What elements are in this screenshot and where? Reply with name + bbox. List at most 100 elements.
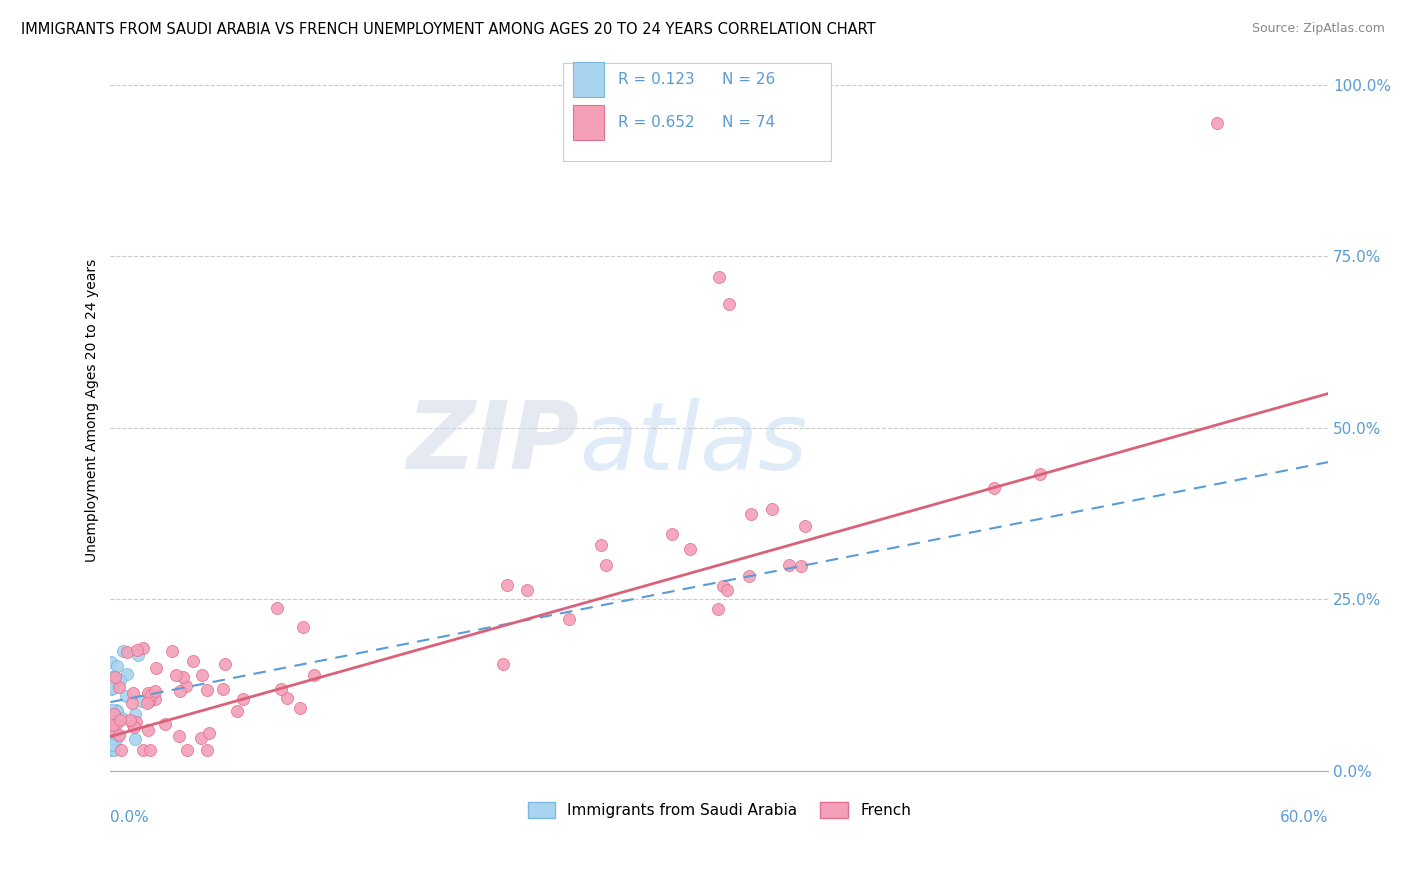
Point [145,661,167,675]
Point [100,703,122,717]
Point [100,656,122,670]
Point [983,481,1005,495]
Point [226,704,249,718]
Text: N = 74: N = 74 [721,115,775,130]
Point [115,666,138,681]
Point [197,682,219,697]
Point [492,657,515,671]
Point [120,713,142,727]
Point [104,670,127,684]
Point [104,734,127,748]
Point [716,583,738,598]
Text: R = 0.652: R = 0.652 [619,115,695,130]
Point [174,679,197,693]
Point [709,270,731,285]
Point [107,704,129,718]
Point [115,645,138,659]
Text: Source: ZipAtlas.com: Source: ZipAtlas.com [1251,22,1385,36]
FancyBboxPatch shape [574,62,603,96]
Point [191,667,214,681]
Point [558,612,581,626]
Text: atlas: atlas [579,398,807,489]
Point [138,743,160,757]
Point [761,501,783,516]
Point [103,743,125,757]
Point [181,654,204,668]
Point [135,696,157,710]
Point [740,507,762,521]
Text: 0.0%: 0.0% [111,810,149,825]
Point [105,717,128,731]
Point [122,686,145,700]
Point [136,686,159,700]
Point [595,558,617,573]
Point [1205,116,1227,130]
Point [101,723,124,738]
Point [718,297,741,311]
Point [167,729,190,743]
Point [129,694,152,708]
Point [101,724,124,739]
Point [122,717,145,731]
Point [190,731,212,745]
Point [145,684,167,698]
Text: ZIP: ZIP [406,397,579,489]
Point [738,568,761,582]
Point [232,692,254,706]
Point [124,706,146,721]
Point [108,713,131,727]
Point [292,620,315,634]
Point [591,538,613,552]
Point [176,743,198,757]
Point [707,602,730,616]
Point [266,601,288,615]
Point [125,714,148,729]
Point [270,681,292,696]
Point [124,732,146,747]
Point [108,728,131,742]
Point [794,519,817,533]
Point [121,696,143,710]
Point [172,670,194,684]
Point [103,669,125,683]
Point [111,711,134,725]
Point [160,644,183,658]
Point [138,694,160,708]
Point [108,680,131,694]
Point [105,659,128,673]
Point [103,707,125,722]
Point [790,558,813,573]
Point [778,558,800,572]
Point [288,701,311,715]
Point [661,527,683,541]
Text: N = 26: N = 26 [721,72,775,87]
Point [678,542,700,557]
Point [139,689,162,703]
Legend: Immigrants from Saudi Arabia, French: Immigrants from Saudi Arabia, French [522,796,917,824]
Point [110,743,132,757]
Point [1029,467,1052,481]
Point [195,743,218,757]
Point [211,681,233,696]
Point [132,641,155,656]
Point [197,725,219,739]
Point [127,643,149,657]
Point [136,723,159,738]
FancyBboxPatch shape [574,105,603,140]
Point [101,681,124,695]
Point [165,667,187,681]
Point [107,704,129,718]
Point [304,668,326,682]
Point [101,717,124,731]
Point [124,720,146,734]
Point [107,729,129,743]
FancyBboxPatch shape [564,63,831,161]
Point [711,579,734,593]
Point [100,682,122,697]
Point [132,743,155,757]
Point [105,703,128,717]
Point [127,648,149,663]
Point [153,716,176,731]
Point [107,712,129,726]
Point [169,684,191,698]
